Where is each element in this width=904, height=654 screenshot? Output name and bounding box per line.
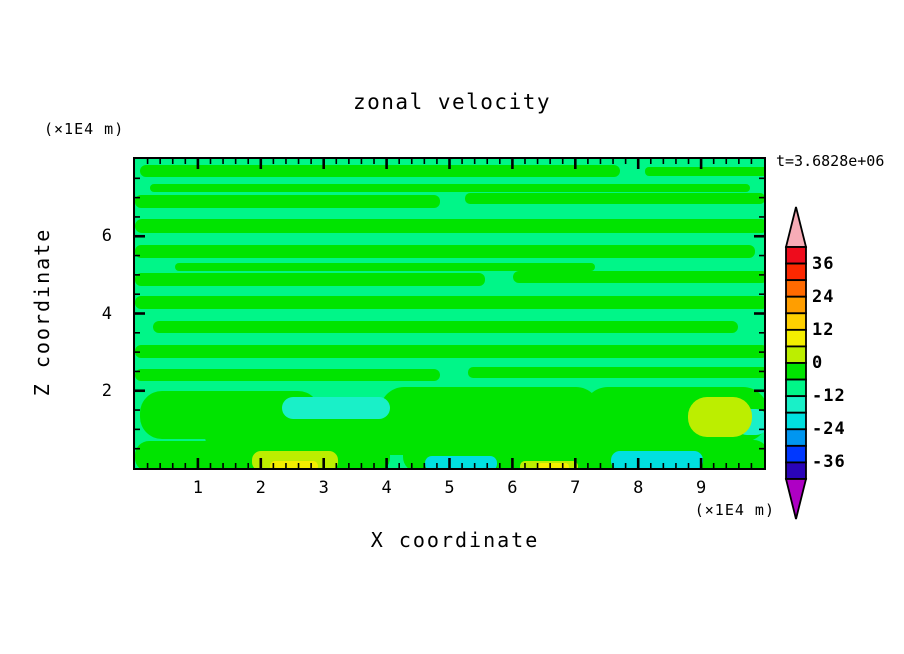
colorbar-segment (785, 279, 807, 298)
contour-region-cyan (425, 456, 497, 468)
contour-region-green (135, 369, 440, 381)
x-axis-title: X coordinate (370, 528, 540, 552)
colorbar-segment (785, 345, 807, 364)
contour-region-green (150, 184, 750, 192)
colorbar-label-0: 0 (812, 352, 824, 373)
contour-region-green (645, 167, 764, 176)
colorbar-segment (785, 395, 807, 414)
colorbar-segment (785, 378, 807, 398)
contour-region-green (175, 263, 595, 271)
contour-region-green (135, 245, 755, 258)
contour-region-chartreuse (688, 397, 752, 437)
contour-region-green (135, 345, 764, 358)
contour-region-green (135, 296, 764, 309)
contour-region-green (468, 367, 764, 378)
colorbar-over-arrow (784, 206, 808, 248)
x-tick-label-5: 5 (444, 478, 455, 498)
contour-region-green (135, 195, 440, 208)
colorbar-segment (785, 362, 807, 381)
y-axis-title: Z coordinate (30, 227, 54, 397)
contour-plot-area (133, 157, 766, 470)
x-tick-label-3: 3 (318, 478, 329, 498)
colorbar (784, 206, 808, 520)
x-tick-label-7: 7 (570, 478, 581, 498)
y-axis-unit-label: (×1E4 m) (44, 120, 125, 138)
x-axis-unit-label: (×1E4 m) (694, 501, 775, 519)
contour-region-cyan (611, 451, 703, 468)
contour-field-svg (135, 159, 764, 468)
colorbar-label-12: 12 (812, 319, 835, 340)
contour-region-green (135, 219, 764, 233)
colorbar-segment (785, 262, 807, 282)
contour-region-yellow (537, 463, 569, 468)
colorbar-segment (785, 312, 807, 331)
colorbar-label--36: -36 (812, 452, 846, 473)
z-tick-label-6: 6 (101, 226, 112, 247)
x-tick-label-1: 1 (192, 478, 204, 498)
x-tick-label-4: 4 (381, 478, 392, 498)
colorbar-label-24: 24 (812, 286, 835, 307)
contour-region-green (513, 271, 764, 283)
contour-region-turquoise (282, 397, 390, 419)
colorbar-segment (785, 461, 807, 480)
colorbar-segment (785, 444, 807, 464)
x-tick-label-8: 8 (633, 478, 644, 498)
colorbar-label--12: -12 (812, 386, 846, 407)
z-tick-label-2: 2 (101, 380, 112, 401)
colorbar-label-36: 36 (812, 253, 835, 274)
colorbar-label--24: -24 (812, 419, 846, 440)
colorbar-segment (785, 428, 807, 447)
contour-region-yellow (270, 461, 318, 468)
x-tick-label-6: 6 (507, 478, 518, 498)
x-tick-label-9: 9 (695, 478, 707, 498)
x-tick-label-2: 2 (255, 478, 266, 498)
plot-title: zonal velocity (352, 90, 552, 114)
colorbar-segment (785, 411, 807, 431)
colorbar-under-arrow (784, 478, 808, 520)
contour-region-green (140, 165, 620, 177)
colorbar-segment (785, 246, 807, 265)
colorbar-segment (785, 328, 807, 348)
colorbar-segment (785, 295, 807, 315)
z-tick-label-4: 4 (101, 303, 112, 324)
contour-region-green (153, 321, 738, 333)
contour-region-green (465, 193, 764, 204)
timestamp-annotation: t=3.6828e+06 (776, 152, 885, 170)
contour-region-green (135, 273, 485, 286)
